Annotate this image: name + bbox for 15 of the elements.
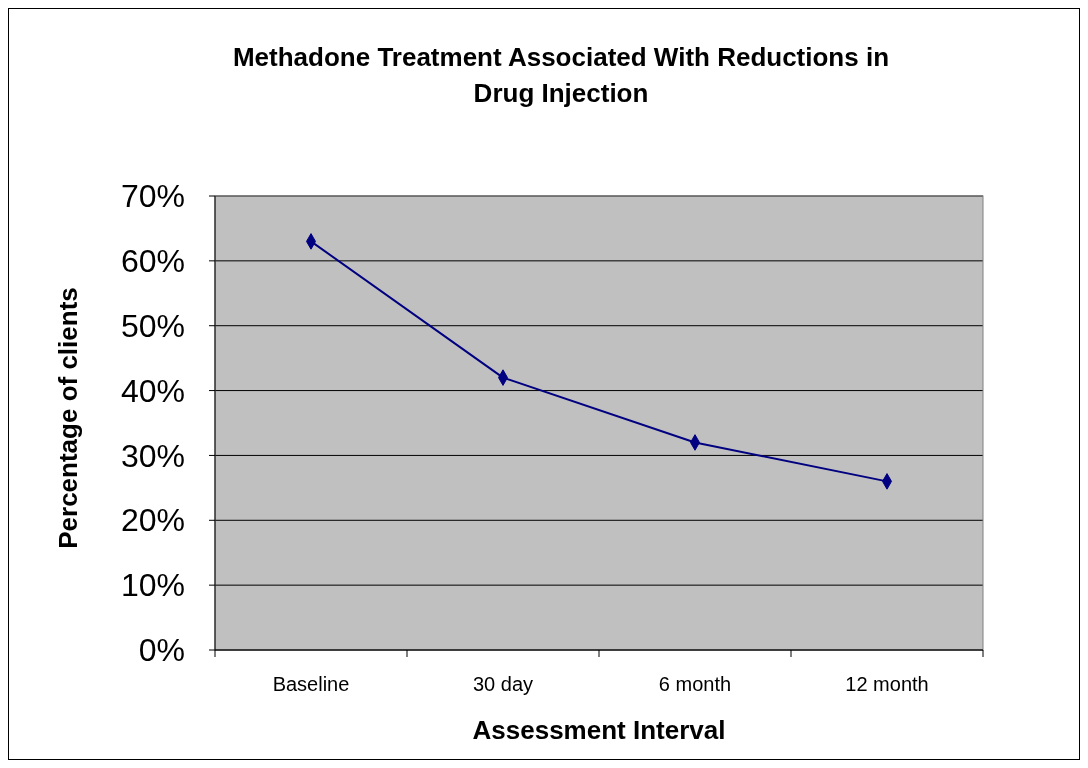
y-tick-label: 40% xyxy=(120,372,185,409)
y-tick-label: 70% xyxy=(120,178,185,215)
y-tick-label: 20% xyxy=(120,502,185,539)
x-tick-label: 30 day xyxy=(472,673,534,695)
y-tick-label: 60% xyxy=(120,243,185,280)
y-tick-label: 10% xyxy=(120,567,185,604)
y-axis-title: Percentage of clients xyxy=(53,287,84,549)
y-tick-label: 50% xyxy=(120,307,185,344)
y-tick-label: 30% xyxy=(120,437,185,474)
x-axis-title: Assessment Interval xyxy=(472,715,726,746)
chart-title: Methadone Treatment Associated With Reductions in Drug Injection xyxy=(232,42,890,108)
x-tick-label: 6 month xyxy=(658,673,732,695)
x-tick-label: 12 month xyxy=(845,673,929,695)
x-tick-label: Baseline xyxy=(272,673,350,695)
y-tick-label: 0% xyxy=(138,632,185,669)
